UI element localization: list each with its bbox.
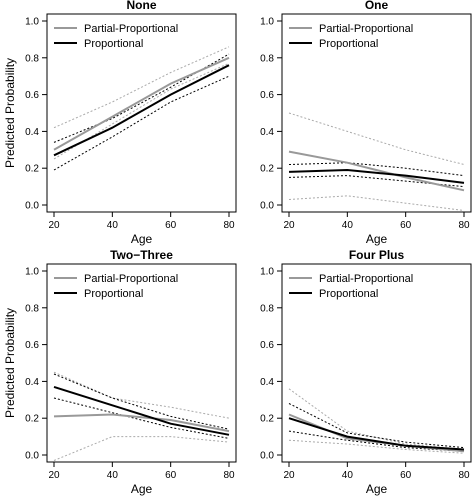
x-tick-label: 60: [400, 470, 412, 481]
y-tick-label: 0.4: [25, 127, 39, 138]
y-axis-label: Predicted Probability: [3, 308, 17, 418]
x-tick-label: 80: [223, 220, 235, 231]
y-tick-label: 0.8: [25, 303, 39, 314]
y-tick-label: 0.0: [25, 201, 39, 212]
x-tick-label: 20: [48, 470, 60, 481]
ci-proportional-line: [288, 175, 465, 188]
legend-label: Partial-Proportional: [84, 23, 178, 35]
legend-label: Partial-Proportional: [319, 23, 413, 35]
y-tick-label: 0.8: [260, 303, 274, 314]
y-tick-label: 0.2: [260, 164, 274, 175]
y-tick-label: 1.0: [25, 267, 39, 278]
proportional-line: [53, 385, 230, 436]
y-tick-label: 0.2: [260, 414, 274, 425]
y-tick-label: 0.8: [25, 53, 39, 64]
series-group: [288, 112, 465, 211]
y-tick-label: 0.0: [25, 451, 39, 462]
ci-partial-line: [288, 112, 465, 165]
x-tick-label: 40: [342, 220, 354, 231]
legend-label: Proportional: [319, 288, 378, 300]
partial-proportional-line: [288, 150, 465, 192]
x-tick-label: 20: [283, 220, 295, 231]
y-tick-label: 0.2: [25, 164, 39, 175]
plot-frame: [46, 263, 237, 463]
ci-proportional-line: [53, 53, 230, 143]
y-tick-label: 1.0: [260, 267, 274, 278]
x-tick-label: 80: [458, 470, 470, 481]
x-tick-label: 20: [283, 470, 295, 481]
plot-frame: [281, 13, 472, 213]
legend: Partial-Proportional Proportional: [289, 273, 413, 300]
ci-partial-line: [288, 195, 465, 211]
x-tick-label: 60: [400, 220, 412, 231]
y-tick-label: 0.0: [260, 451, 274, 462]
series-group: [53, 371, 230, 461]
x-tick-label: 40: [342, 470, 354, 481]
x-tick-label: 20: [48, 220, 60, 231]
y-axis-label: Predicted Probability: [3, 58, 17, 168]
ci-proportional-line: [288, 403, 465, 449]
legend-label: Proportional: [84, 38, 143, 50]
partial-proportional-line: [288, 413, 465, 453]
x-tick-label: 40: [107, 220, 119, 231]
panel-2: Two−Three 20 40 60 80 0.0 0.2 0.4 0.6 0.8 1.0 Age Pr…: [3, 248, 237, 496]
partial-proportional-line: [53, 56, 230, 151]
x-axis-label: Age: [366, 482, 388, 496]
panel-3: Four Plus 20 40 60 80 0.0 0.2 0.4 0.6 0.8 1.0 Age Pa…: [260, 248, 472, 496]
series-group: [53, 46, 230, 171]
ci-proportional-line: [288, 162, 465, 177]
x-tick-label: 60: [165, 470, 177, 481]
panel-1: One 20 40 60 80 0.0 0.2 0.4 0.6 0.8 1.0 Age Partial-…: [260, 0, 472, 246]
ci-partial-line: [288, 439, 465, 454]
y-tick-label: 0.0: [260, 201, 274, 212]
y-tick-label: 0.4: [260, 127, 274, 138]
x-tick-label: 40: [107, 470, 119, 481]
series-group: [288, 388, 465, 454]
panel-title: Four Plus: [349, 248, 405, 262]
y-tick-label: 0.6: [260, 340, 274, 351]
ci-partial-line: [53, 46, 230, 129]
x-tick-label: 80: [458, 220, 470, 231]
ci-proportional-line: [53, 75, 230, 171]
x-axis-label: Age: [131, 482, 153, 496]
ci-partial-line: [53, 436, 230, 461]
legend-label: Partial-Proportional: [319, 273, 413, 285]
legend-label: Partial-Proportional: [84, 273, 178, 285]
proportional-line: [288, 417, 465, 451]
x-axis-label: Age: [366, 232, 388, 246]
y-tick-label: 0.6: [25, 90, 39, 101]
y-tick-label: 0.4: [25, 377, 39, 388]
panel-title: None: [127, 0, 157, 12]
panel-title: One: [365, 0, 389, 12]
x-tick-label: 60: [165, 220, 177, 231]
proportional-line: [288, 168, 465, 184]
legend-label: Proportional: [319, 38, 378, 50]
y-tick-label: 0.8: [260, 53, 274, 64]
ci-proportional-line: [288, 430, 465, 452]
plot-frame: [281, 263, 472, 463]
y-tick-label: 1.0: [260, 17, 274, 28]
panel-0: None 20 40 60 80 0.0 0.2 0.4 0.6 0.8 1.0 Age Predict…: [3, 0, 237, 246]
y-tick-label: 0.4: [260, 377, 274, 388]
partial-proportional-line: [53, 413, 230, 433]
y-tick-label: 0.6: [260, 90, 274, 101]
legend: Partial-Proportional Proportional: [54, 23, 178, 50]
ci-partial-line: [53, 371, 230, 419]
y-tick-label: 1.0: [25, 17, 39, 28]
plot-frame: [46, 13, 237, 213]
panel-title: Two−Three: [110, 248, 173, 262]
x-tick-label: 80: [223, 470, 235, 481]
x-axis-label: Age: [131, 232, 153, 246]
legend: Partial-Proportional Proportional: [54, 273, 178, 300]
ci-proportional-line: [53, 373, 230, 430]
legend: Partial-Proportional Proportional: [289, 23, 413, 50]
legend-label: Proportional: [84, 288, 143, 300]
proportional-line: [53, 64, 230, 157]
y-tick-label: 0.6: [25, 340, 39, 351]
y-tick-label: 0.2: [25, 414, 39, 425]
